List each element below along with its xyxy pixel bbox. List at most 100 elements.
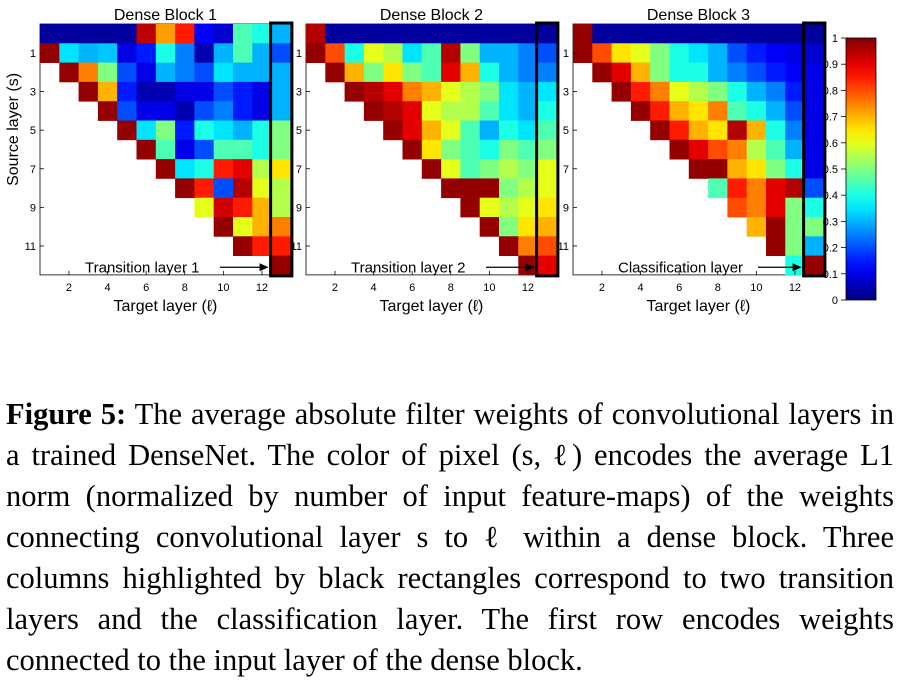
heatmap-panel-2: Dense Block 2 1 3 5 7 9 11 2 4 6 8 10 12 Target layer… xyxy=(291,7,560,315)
cell-r0-c0 xyxy=(306,24,326,44)
cell-r4-c4 xyxy=(383,101,403,121)
cell-r9-c11 xyxy=(252,197,272,218)
cell-r8-c9 xyxy=(479,178,500,199)
cell-r3-c12 xyxy=(271,81,292,102)
cell-r9-c11 xyxy=(785,197,805,218)
cell-r0-c8 xyxy=(460,24,481,44)
x-tick-label: 4 xyxy=(637,282,643,294)
cell-r4-c3 xyxy=(363,101,384,121)
cell-r6-c10 xyxy=(766,139,786,160)
cell-r9-c10 xyxy=(766,197,786,218)
cell-r4-c7 xyxy=(441,101,461,121)
y-tick-label: 5 xyxy=(563,125,569,137)
cell-r1-c7 xyxy=(708,43,728,63)
cell-r7-c11 xyxy=(785,159,805,179)
cell-r6-c6 xyxy=(421,139,442,160)
cell-r1-c8 xyxy=(460,43,481,63)
cell-r11-c12 xyxy=(804,236,825,256)
cell-r0-c4 xyxy=(117,24,137,44)
cell-r5-c10 xyxy=(766,120,786,141)
cell-r7-c8 xyxy=(460,159,481,179)
cell-r5-c9 xyxy=(479,120,500,141)
cell-r2-c12 xyxy=(537,62,558,83)
cell-r5-c5 xyxy=(669,120,690,141)
cell-r3-c3 xyxy=(97,81,118,102)
cell-r4-c8 xyxy=(460,101,481,121)
cell-r5-c4 xyxy=(117,120,137,141)
cell-r1-c9 xyxy=(479,43,500,63)
cell-r4-c7 xyxy=(175,101,195,121)
cell-r1-c5 xyxy=(136,43,157,63)
cell-r1-c9 xyxy=(746,43,767,63)
colorbar-tick-label: 0.1 xyxy=(823,269,838,281)
cell-r8-c8 xyxy=(460,178,481,199)
cell-r2-c6 xyxy=(155,62,176,83)
cell-r1-c4 xyxy=(117,43,137,63)
y-tick-label: 11 xyxy=(558,241,569,253)
cell-r1-c11 xyxy=(252,43,272,63)
cell-r7-c6 xyxy=(688,159,709,179)
cell-r4-c5 xyxy=(669,101,690,121)
cell-r5-c12 xyxy=(537,120,558,141)
cell-r7-c11 xyxy=(252,159,272,179)
cell-r11-c10 xyxy=(766,236,786,256)
cell-r5-c11 xyxy=(252,120,272,141)
cell-r0-c4 xyxy=(383,24,403,44)
cell-r1-c5 xyxy=(669,43,690,63)
cell-r11-c12 xyxy=(537,236,558,256)
cell-r6-c5 xyxy=(402,139,423,160)
cell-r3-c9 xyxy=(213,81,234,102)
y-tick-label: 5 xyxy=(296,125,302,137)
cell-r5-c6 xyxy=(688,120,709,141)
cell-r2-c11 xyxy=(252,62,272,83)
cell-r10-c12 xyxy=(537,217,558,237)
cell-r6-c5 xyxy=(669,139,690,160)
cell-r9-c9 xyxy=(746,197,767,218)
caption-label: Figure 5: xyxy=(6,397,127,431)
cell-r3-c12 xyxy=(804,81,825,102)
cell-r5-c12 xyxy=(271,120,292,141)
cell-r3-c5 xyxy=(669,81,690,102)
cell-r0-c11 xyxy=(785,24,805,44)
cell-r8-c12 xyxy=(271,178,292,199)
cell-r2-c10 xyxy=(233,62,253,83)
cell-r2-c8 xyxy=(460,62,481,83)
y-tick-label: 1 xyxy=(30,48,36,60)
cell-r6-c6 xyxy=(688,139,709,160)
y-tick-label: 5 xyxy=(30,125,36,137)
cell-r0-c8 xyxy=(194,24,215,44)
cell-r0-c10 xyxy=(499,24,519,44)
cell-r2-c7 xyxy=(175,62,195,83)
cell-r0-c1 xyxy=(325,24,345,44)
cell-r2-c10 xyxy=(499,62,519,83)
cell-r1-c0 xyxy=(573,43,593,63)
cell-r3-c8 xyxy=(460,81,481,102)
cell-r7-c12 xyxy=(271,159,292,179)
cell-r9-c10 xyxy=(499,197,519,218)
x-tick-label: 12 xyxy=(522,282,534,294)
cell-r0-c10 xyxy=(766,24,786,44)
heatmap-panel-1: Dense Block 1 1 3 5 7 9 11 2 4 6 8 10 12 Target layer… xyxy=(5,7,294,315)
cell-r1-c12 xyxy=(804,43,825,63)
cell-r8-c11 xyxy=(518,178,538,199)
cell-r7-c7 xyxy=(175,159,195,179)
cell-r6-c7 xyxy=(441,139,461,160)
y-tick-label: 11 xyxy=(25,241,36,253)
cell-r7-c7 xyxy=(441,159,461,179)
x-tick-label: 4 xyxy=(104,282,110,294)
figure-caption: Figure 5: The average absolute filter we… xyxy=(6,394,894,681)
cell-r3-c10 xyxy=(233,81,253,102)
cell-r4-c11 xyxy=(518,101,538,121)
cell-r3-c12 xyxy=(537,81,558,102)
cell-r7-c10 xyxy=(766,159,786,179)
cell-r3-c10 xyxy=(499,81,519,102)
cell-r9-c12 xyxy=(537,197,558,218)
y-tick-label: 7 xyxy=(296,164,302,176)
cell-r8-c10 xyxy=(766,178,786,199)
cell-r1-c1 xyxy=(325,43,345,63)
cell-r4-c9 xyxy=(746,101,767,121)
y-tick-label: 3 xyxy=(563,87,569,99)
x-tick-label: 10 xyxy=(483,282,495,294)
annotation-arrowhead xyxy=(525,263,535,272)
cell-r1-c1 xyxy=(59,43,79,63)
